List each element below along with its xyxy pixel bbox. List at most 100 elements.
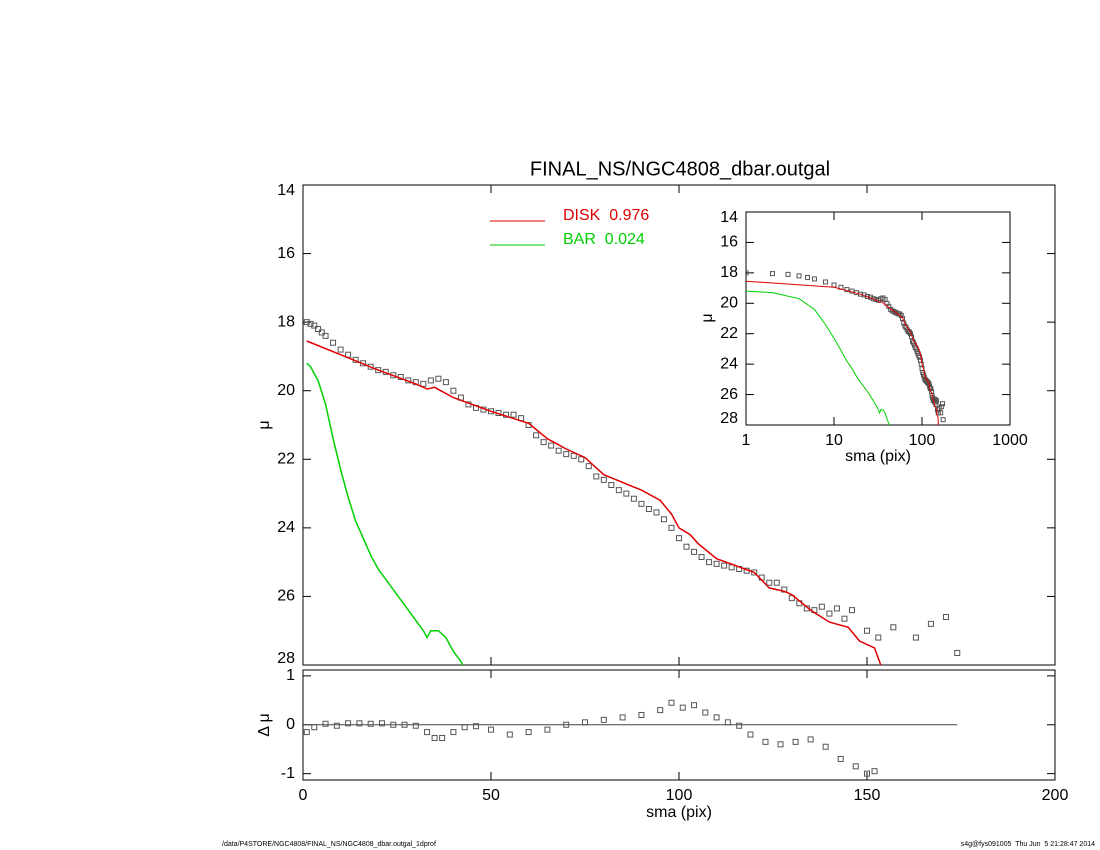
y-tick-label: 28 (720, 410, 738, 427)
x-axis-label: sma (pix) (845, 448, 911, 465)
data-point (450, 729, 457, 736)
data-point (939, 404, 945, 410)
data-point (713, 714, 720, 721)
data-point (668, 524, 675, 531)
data-point (871, 768, 878, 775)
data-point (638, 500, 645, 507)
data-point (600, 476, 607, 483)
data-point (337, 346, 344, 353)
data-point (807, 736, 814, 743)
data-point (303, 319, 310, 326)
data-point (630, 495, 637, 502)
data-point (533, 432, 540, 439)
plot-area (303, 699, 878, 777)
data-point (864, 770, 870, 777)
data-point (864, 627, 870, 634)
data-point (940, 417, 946, 423)
data-point (940, 401, 946, 407)
data-point (615, 487, 622, 494)
data-point (792, 738, 799, 745)
y-tick-label: 1 (286, 667, 295, 684)
x-tick-label: 100 (666, 787, 693, 804)
data-point (322, 332, 329, 339)
data-point (608, 482, 615, 488)
y-tick-label: 24 (720, 355, 738, 372)
series-line (306, 362, 464, 665)
data-point (563, 721, 570, 728)
x-tick-label: 1 (742, 432, 751, 449)
data-point (593, 473, 600, 480)
footer-left: /data/P4STORE/NGC4808/FINAL_NS/NGC4808_d… (222, 841, 436, 848)
legend-label: DISK 0.976 (563, 207, 649, 224)
data-point (702, 709, 709, 716)
data-point (657, 707, 664, 714)
data-point (918, 361, 924, 367)
data-point (837, 755, 844, 762)
data-point (848, 607, 855, 614)
data-point (653, 509, 660, 516)
y-tick-label: 22 (720, 325, 738, 342)
data-point (822, 743, 829, 750)
data-point (401, 721, 408, 728)
data-point (938, 410, 944, 416)
data-point (555, 447, 562, 454)
data-point (525, 729, 532, 736)
data-point (367, 720, 374, 727)
data-point (439, 734, 446, 741)
data-point (683, 543, 690, 550)
y-tick-label: 18 (720, 264, 738, 281)
x-tick-label: 10 (825, 432, 843, 449)
data-point (766, 579, 773, 586)
y-tick-label: 26 (277, 588, 295, 605)
legend-label: BAR 0.024 (563, 231, 645, 248)
x-tick-label: 50 (482, 787, 500, 804)
y-tick-label: 18 (277, 313, 295, 330)
data-point (619, 714, 626, 721)
data-point (420, 380, 427, 387)
data-point (822, 279, 828, 285)
data-point (506, 731, 513, 738)
x-axis-label: sma (pix) (646, 804, 712, 821)
data-point (928, 385, 934, 391)
x-tick-label: 150 (854, 787, 881, 804)
data-point (751, 569, 758, 576)
data-point (488, 408, 494, 415)
data-point (777, 741, 784, 748)
data-point (954, 650, 961, 656)
data-point (442, 379, 449, 386)
y-tick-label: 14 (277, 182, 295, 199)
data-point (412, 722, 419, 729)
series-line (746, 280, 939, 425)
data-point (691, 702, 698, 709)
data-point (942, 614, 949, 620)
data-point (713, 560, 720, 567)
data-point (841, 615, 848, 622)
data-point (345, 720, 352, 727)
data-point (769, 271, 775, 277)
data-point (912, 634, 919, 641)
series-line (746, 290, 890, 425)
data-point (450, 387, 457, 394)
data-point (844, 287, 850, 293)
x-tick-label: 100 (909, 432, 936, 449)
data-point (899, 316, 905, 321)
data-point (724, 719, 731, 726)
data-point (747, 731, 754, 738)
y-tick-label: 20 (720, 295, 738, 312)
data-point (303, 729, 310, 736)
data-point (570, 452, 577, 459)
data-point (390, 721, 397, 728)
data-point (333, 722, 340, 729)
data-point (773, 579, 780, 586)
data-point (472, 723, 479, 730)
data-point (927, 620, 934, 627)
data-point (563, 451, 570, 458)
data-point (548, 442, 555, 449)
data-point (805, 274, 811, 280)
data-point (435, 375, 442, 382)
data-point (431, 734, 438, 741)
data-point (826, 610, 833, 617)
data-point (638, 711, 645, 718)
data-point (582, 719, 588, 726)
